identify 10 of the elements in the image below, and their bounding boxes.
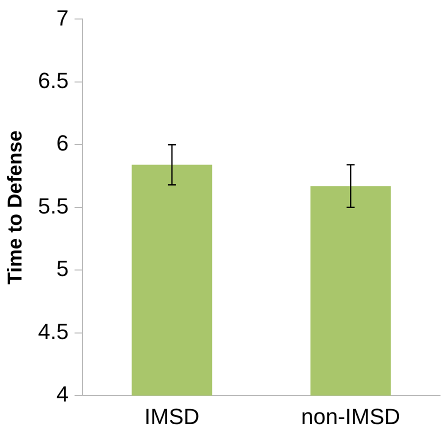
y-tick-label: 5	[56, 256, 69, 282]
y-tick-label: 4.5	[38, 318, 69, 344]
y-axis-title: Time to Defense	[4, 130, 27, 284]
y-tick-label: 6.5	[38, 68, 69, 93]
y-tick-label: 5.5	[38, 193, 69, 218]
y-tick-label: 6	[56, 130, 69, 156]
y-tick-label: 7	[56, 5, 69, 30]
x-tick-label: IMSD	[144, 404, 200, 429]
y-tick-label: 4	[56, 382, 69, 407]
x-tick-label: non-IMSD	[301, 404, 400, 429]
